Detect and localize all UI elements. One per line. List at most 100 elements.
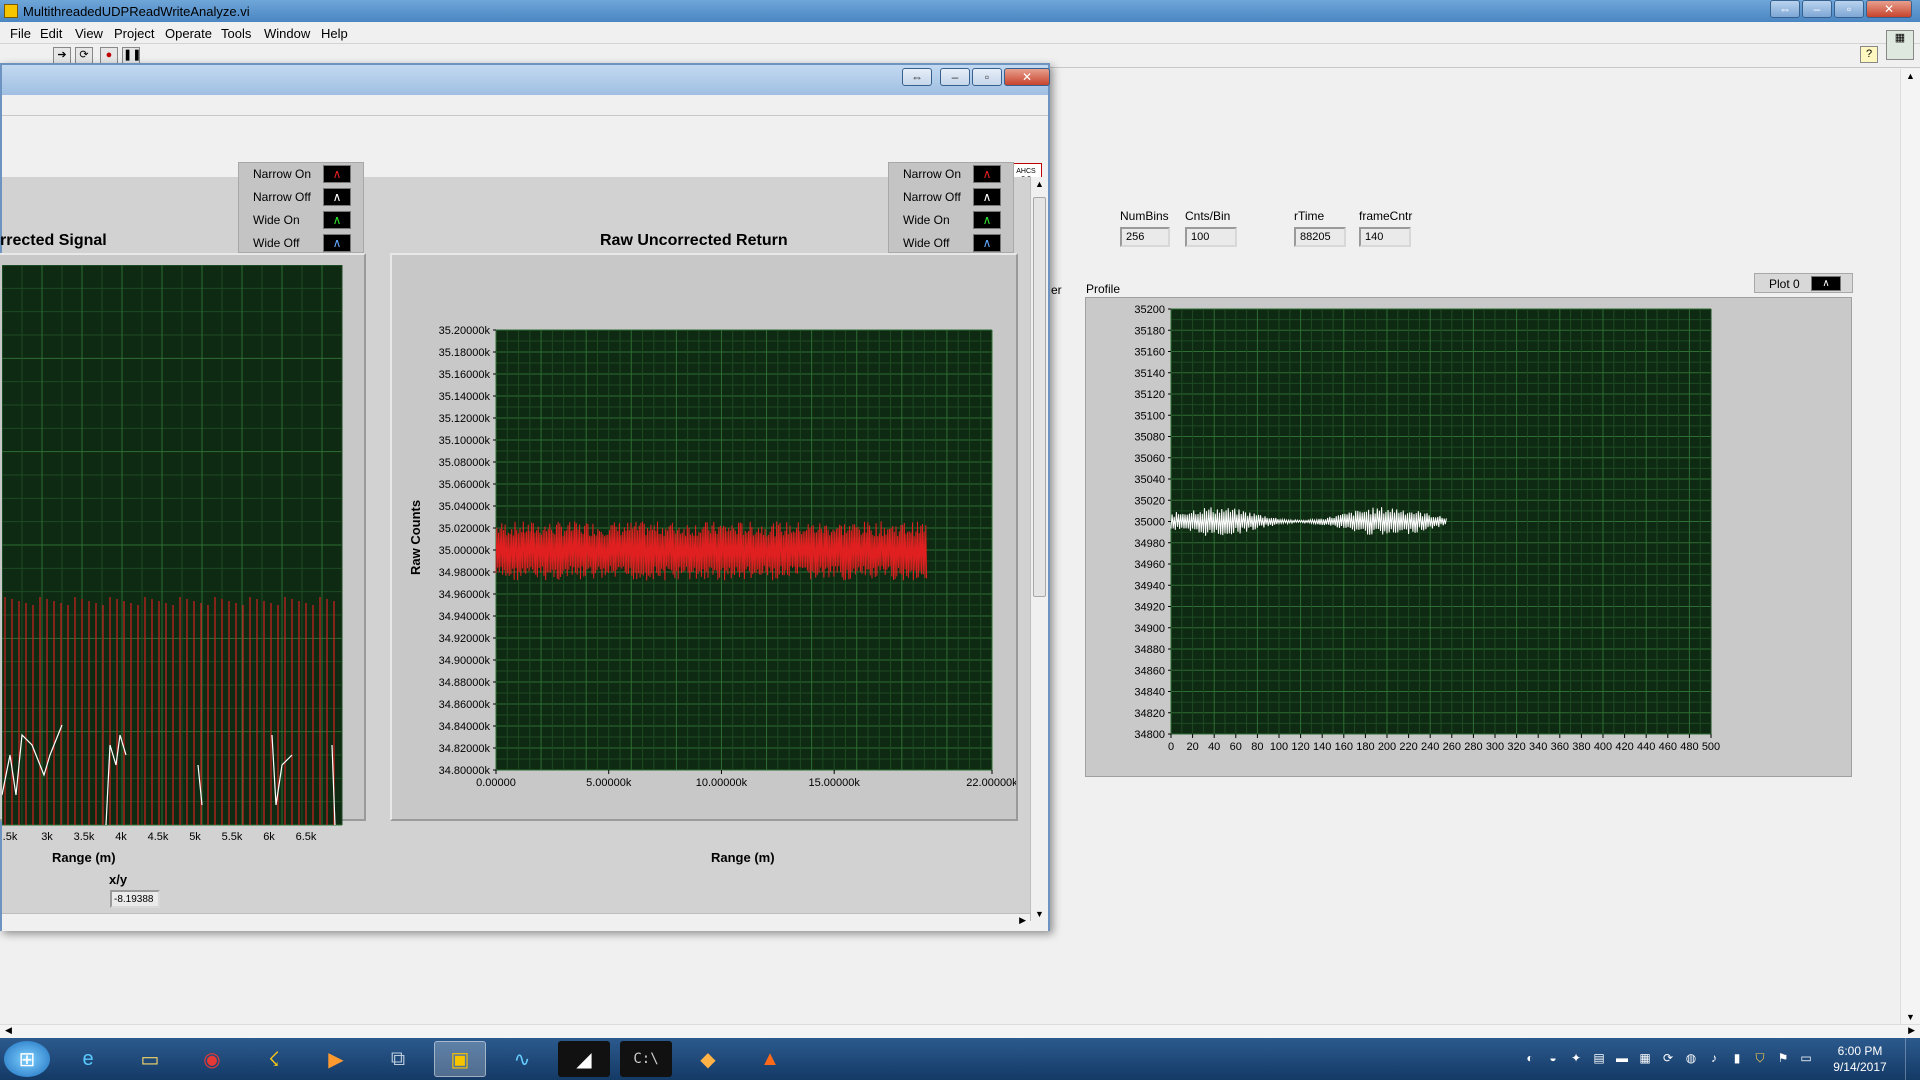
x-tick-label: 240	[1421, 741, 1439, 753]
y-tick-label: 35120	[1134, 389, 1165, 401]
labview-helper-icon[interactable]: ☇	[268, 1048, 280, 1071]
tray-flag-icon[interactable]: ⚑	[1777, 1051, 1789, 1065]
y-tick-label: 35.04000k	[439, 501, 491, 513]
pause-icon[interactable]: ❚❚	[122, 47, 141, 64]
numbins-indicator: 256	[1120, 227, 1170, 247]
tray-network-icon[interactable]: ◒	[1549, 1051, 1557, 1065]
menu-window[interactable]: Window	[264, 26, 311, 41]
main-title-bar[interactable]: MultithreadedUDPReadWriteAnalyze.vi ⇔ – …	[0, 0, 1920, 22]
scroll-right-arrow-icon[interactable]: ▶	[1908, 1025, 1915, 1035]
help-question-icon[interactable]: ?	[1860, 46, 1878, 63]
close-button[interactable]: ✕	[1866, 0, 1912, 18]
vi-connector-icon: ▦	[1886, 30, 1914, 60]
caption-buttons: ⇔ – ▫ ✕	[1768, 0, 1912, 18]
mid-legend-wide-on[interactable]: Wide On ∧	[889, 209, 1013, 231]
menu-project[interactable]: Project	[114, 26, 155, 41]
y-tick-label: 34.86000k	[439, 699, 491, 711]
profile-legend[interactable]: Plot 0 ∧	[1754, 273, 1853, 293]
x-tick-label: 4k	[115, 831, 127, 843]
mid-legend-narrow-off[interactable]: Narrow Off ∧	[889, 186, 1013, 208]
scroll-down-arrow-icon[interactable]: ▼	[1906, 1012, 1915, 1022]
left-legend-narrow-off[interactable]: Narrow Off ∧	[239, 186, 363, 208]
abort-stop-icon[interactable]: ●	[100, 47, 118, 64]
left-legend-narrow-on[interactable]: Narrow On ∧	[239, 163, 363, 185]
line-swatch-icon: ∧	[973, 165, 1001, 183]
subvi-vertical-scrollbar[interactable]: ▲ ▼	[1030, 177, 1048, 921]
main-horizontal-scrollbar[interactable]: ◀ ▶	[0, 1024, 1920, 1038]
internet-explorer-icon[interactable]: e	[82, 1047, 94, 1070]
tray-wifi-icon[interactable]: ◍	[1685, 1051, 1697, 1065]
subvi-close-button[interactable]: ✕	[1004, 68, 1050, 86]
left-xaxis-label: Range (m)	[52, 850, 116, 865]
subvi-arrows-icon[interactable]: ⇔	[902, 68, 932, 86]
taskbar: ⊞ e ▭ ◉ ☇ ▶ ⧉ ▣ ∿ ◢ C:\ ◆ ▲ ◐ ◒ ✦ ▤ ▬ ▦ …	[0, 1038, 1920, 1080]
scroll-thumb[interactable]	[1033, 197, 1046, 597]
y-tick-label: 34.96000k	[439, 589, 491, 601]
raw-return-chart: 35.20000k 35.18000k 35.16000k 35.14000k 35.1…	[439, 325, 1016, 789]
mid-legend-wide-off[interactable]: Wide Off ∧	[889, 232, 1013, 254]
tray-battery-icon[interactable]: ▭	[1800, 1051, 1812, 1065]
y-tick-label: 34880	[1134, 644, 1165, 656]
oscilloscope-app-icon[interactable]: ∿	[513, 1048, 531, 1071]
scroll-left-arrow-icon[interactable]: ◀	[5, 1025, 12, 1035]
y-tick-label: 34960	[1134, 559, 1165, 571]
subvi-maximize-button[interactable]: ▫	[972, 68, 1002, 86]
menu-edit[interactable]: Edit	[40, 26, 63, 41]
x-tick-label: 460	[1659, 741, 1677, 753]
command-prompt-icon[interactable]: C:\	[620, 1041, 672, 1077]
scroll-up-arrow-icon[interactable]: ▲	[1906, 71, 1915, 81]
tray-monitor-icon[interactable]: ▤	[1593, 1051, 1605, 1065]
left-legend[interactable]: Narrow On ∧ Narrow Off ∧ Wide On ∧ Wide Off…	[238, 162, 364, 253]
scroll-down-arrow-icon[interactable]: ▼	[1035, 909, 1044, 919]
maximize-button[interactable]: ▫	[1834, 0, 1864, 18]
tray-grid-icon[interactable]: ▦	[1639, 1051, 1651, 1065]
start-orb-icon[interactable]: ⊞	[4, 1041, 50, 1077]
matlab-icon[interactable]: ▲	[760, 1047, 780, 1070]
y-tick-label: 34.88000k	[439, 677, 491, 689]
tray-signal-icon[interactable]: ▮	[1733, 1051, 1741, 1065]
taskbar-clock[interactable]: 6:00 PM 9/14/2017	[1820, 1043, 1900, 1075]
tray-sync-icon[interactable]: ⟳	[1662, 1051, 1674, 1065]
tray-folder-icon[interactable]: ▬	[1616, 1051, 1628, 1065]
network-app-icon[interactable]: ⧉	[390, 1047, 406, 1070]
tray-shield-icon[interactable]: ⛉	[1755, 1051, 1765, 1065]
chrome-icon[interactable]: ◉	[203, 1048, 221, 1071]
y-tick-label: 35.12000k	[439, 413, 491, 425]
main-vertical-scrollbar[interactable]: ▲ ▼	[1900, 69, 1920, 1024]
media-player-icon[interactable]: ▶	[328, 1048, 344, 1071]
tray-volume-icon[interactable]: ♪	[1711, 1051, 1717, 1065]
restore-down-arrows-icon[interactable]: ⇔	[1770, 0, 1800, 18]
y-tick-label: 34840	[1134, 687, 1165, 699]
menu-file[interactable]: File	[10, 26, 31, 41]
y-tick-label: 35.06000k	[439, 479, 491, 491]
show-desktop-button[interactable]	[1905, 1038, 1920, 1080]
menu-tools[interactable]: Tools	[221, 26, 252, 41]
left-legend-wide-off[interactable]: Wide Off ∧	[239, 232, 363, 254]
menu-operate[interactable]: Operate	[165, 26, 212, 41]
vector-app-icon[interactable]: ◢	[558, 1041, 610, 1077]
menu-view[interactable]: View	[75, 26, 103, 41]
tray-app-icon[interactable]: ◐	[1526, 1051, 1534, 1065]
framecntr-indicator: 140	[1359, 227, 1411, 247]
run-arrow-icon[interactable]: ➔	[53, 47, 71, 64]
run-continuously-icon[interactable]: ⟳	[75, 47, 93, 64]
x-tick-label: 4.5k	[148, 831, 169, 843]
x-tick-label: 320	[1507, 741, 1525, 753]
subvi-horizontal-scrollbar[interactable]: ▶	[2, 913, 1030, 929]
scroll-up-arrow-icon[interactable]: ▲	[1035, 179, 1044, 189]
minimize-button[interactable]: –	[1802, 0, 1832, 18]
x-tick-label: 400	[1594, 741, 1612, 753]
subvi-title-bar[interactable]: ⇔ – ▫ ✕	[2, 65, 1050, 95]
paint-app-icon[interactable]: ◆	[700, 1048, 716, 1071]
mid-legend[interactable]: Narrow On ∧ Narrow Off ∧ Wide On ∧ Wide Off…	[888, 162, 1014, 253]
menu-help[interactable]: Help	[321, 26, 348, 41]
labview-icon[interactable]: ▣	[434, 1041, 486, 1077]
subvi-minimize-button[interactable]: –	[940, 68, 970, 86]
y-tick-label: 34.90000k	[439, 655, 491, 667]
mid-legend-narrow-on[interactable]: Narrow On ∧	[889, 163, 1013, 185]
cnts-per-bin-indicator: 100	[1185, 227, 1237, 247]
file-explorer-icon[interactable]: ▭	[140, 1048, 160, 1071]
left-legend-wide-on[interactable]: Wide On ∧	[239, 209, 363, 231]
tray-bluetooth-icon[interactable]: ✦	[1570, 1051, 1582, 1065]
scroll-right-arrow-icon[interactable]: ▶	[1019, 915, 1026, 925]
